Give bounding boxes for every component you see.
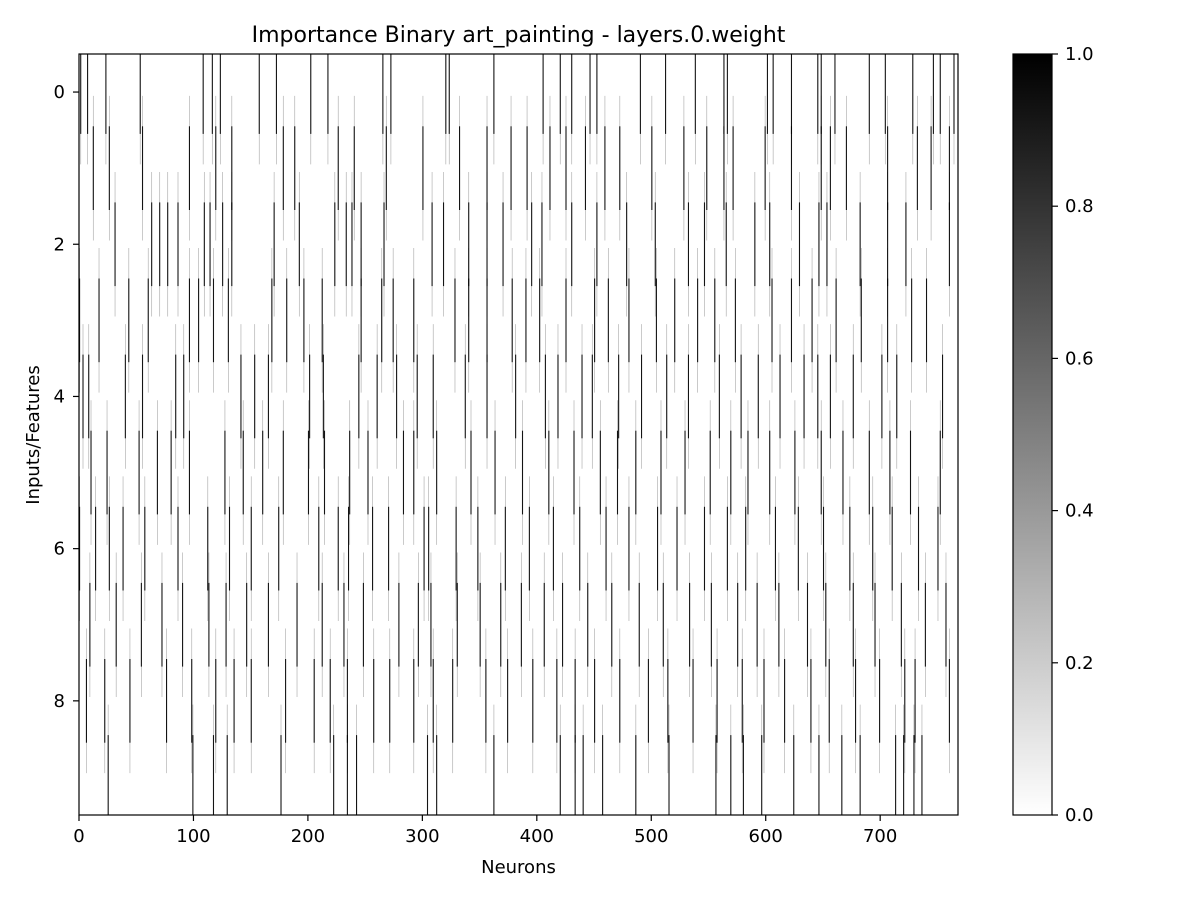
colorbar-tick-label: 0.2 (1065, 653, 1094, 674)
plot-frame (78, 53, 959, 816)
x-tick-label: 600 (749, 826, 783, 847)
x-tick-label: 300 (405, 826, 439, 847)
y-tick-label: 6 (54, 539, 65, 560)
y-tick-label: 8 (54, 691, 65, 712)
x-tick-label: 500 (634, 826, 668, 847)
colorbar-ticks: 0.0 0.2 0.4 0.6 0.8 1.0 (1052, 44, 1094, 826)
x-tick-label: 700 (863, 826, 897, 847)
x-tick-label: 400 (520, 826, 554, 847)
x-tick-label: 200 (291, 826, 325, 847)
y-tick-label: 4 (54, 386, 65, 407)
heatmap-cells (79, 54, 955, 815)
x-tick-label: 0 (73, 826, 84, 847)
colorbar-tick-label: 0.4 (1065, 501, 1094, 522)
x-tick-label: 100 (176, 826, 210, 847)
colorbar-gradient (1012, 53, 1053, 816)
y-axis-ticks: 0 2 4 6 8 (54, 82, 79, 712)
colorbar-tick-label: 1.0 (1065, 44, 1094, 65)
colorbar-tick-label: 0.0 (1065, 805, 1094, 826)
colorbar-tick-label: 0.8 (1065, 196, 1094, 217)
y-tick-label: 0 (54, 82, 65, 103)
x-axis-ticks: 0 100 200 300 400 500 600 700 (73, 815, 897, 847)
colorbar-tick-label: 0.6 (1065, 348, 1094, 369)
y-axis-label: Inputs/Features (23, 365, 44, 504)
x-axis-label: Neurons (481, 857, 556, 878)
chart-title: Importance Binary art_painting - layers.… (252, 23, 786, 48)
y-tick-label: 2 (54, 234, 65, 255)
